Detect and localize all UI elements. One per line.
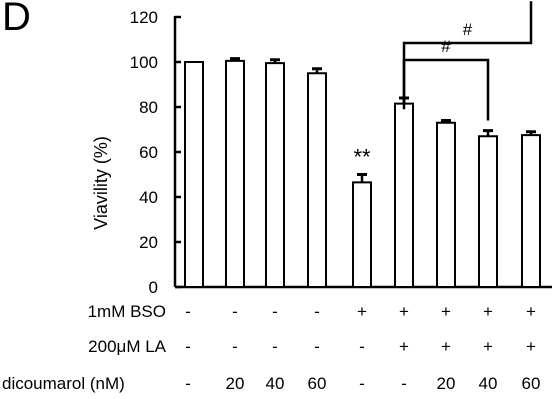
- condition-cell: +: [399, 302, 409, 321]
- condition-cell: -: [314, 302, 320, 321]
- significance-bracket: [402, 1, 533, 103]
- y-tick-label: 0: [149, 278, 158, 297]
- y-tick-label: 40: [139, 188, 158, 207]
- significance-bracket: [402, 58, 490, 121]
- condition-row-label: 200μM LA: [88, 337, 166, 356]
- condition-cell: +: [441, 302, 451, 321]
- condition-row-label: dicoumarol (nM): [2, 374, 125, 393]
- condition-cell: -: [314, 337, 320, 356]
- bar-3: [265, 62, 285, 288]
- annotations: ** # #: [353, 1, 533, 170]
- panel-label: D: [2, 0, 31, 39]
- condition-cell: -: [185, 337, 191, 356]
- condition-cell: -: [359, 374, 365, 393]
- condition-cell: -: [272, 337, 278, 356]
- significance-hash: #: [463, 20, 473, 39]
- condition-cell: +: [483, 302, 493, 321]
- condition-cell: -: [185, 374, 191, 393]
- condition-cell: -: [401, 374, 407, 393]
- condition-cell: 40: [266, 374, 285, 393]
- condition-cell: 40: [479, 374, 498, 393]
- condition-cell: +: [483, 337, 493, 356]
- y-tick-label: 120: [130, 8, 158, 27]
- condition-cell: +: [441, 337, 451, 356]
- bars: [184, 59, 541, 288]
- condition-cell: +: [399, 337, 409, 356]
- condition-cell: 20: [226, 374, 245, 393]
- condition-cell: -: [185, 302, 191, 321]
- condition-table: 1mM BSO - - - - + + + + +200μM LA - - - - - + + + +dicouma…: [2, 302, 540, 393]
- bar-2: [225, 59, 245, 288]
- bar-6: [394, 102, 414, 288]
- y-tick-label: 100: [130, 53, 158, 72]
- condition-row-label: 1mM BSO: [88, 302, 166, 321]
- bar-7: [436, 121, 456, 288]
- bar-8: [478, 135, 498, 288]
- y-axis-label: Viavility (%): [91, 136, 111, 230]
- condition-cell: -: [232, 337, 238, 356]
- significance-asterisks: **: [353, 145, 371, 170]
- condition-cell: +: [357, 302, 367, 321]
- condition-cell: -: [359, 337, 365, 356]
- bar-1: [184, 61, 204, 288]
- y-tick-label: 80: [139, 98, 158, 117]
- significance-hash: #: [441, 37, 451, 56]
- bar-9: [521, 134, 541, 288]
- condition-cell: -: [272, 302, 278, 321]
- y-tick-label: 60: [139, 143, 158, 162]
- condition-cell: 60: [308, 374, 327, 393]
- bar-4: [307, 72, 327, 288]
- condition-cell: 20: [437, 374, 456, 393]
- condition-cell: +: [526, 302, 536, 321]
- y-ticks: 0 20 40 60 80 100 120: [130, 8, 181, 297]
- y-tick-label: 20: [139, 233, 158, 252]
- condition-cell: -: [232, 302, 238, 321]
- condition-cell: +: [526, 337, 536, 356]
- condition-cell: 60: [522, 374, 541, 393]
- bar-5: [352, 181, 372, 288]
